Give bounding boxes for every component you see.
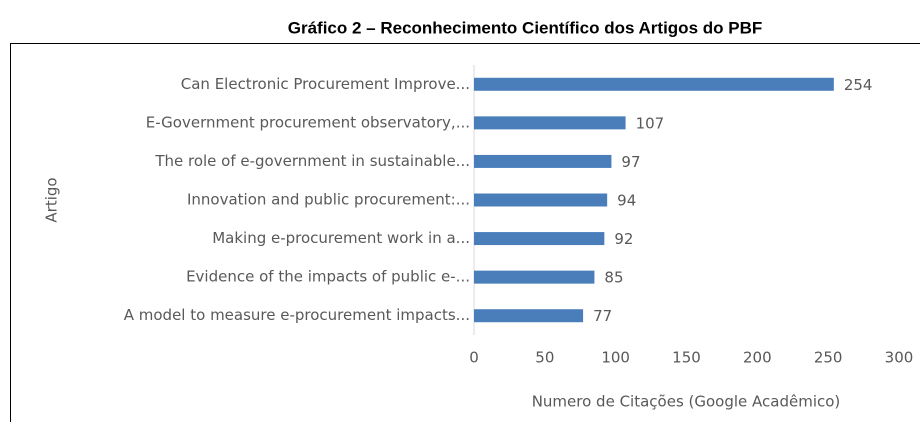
value-label: 107 <box>636 114 665 132</box>
bar <box>474 309 584 323</box>
y-tick-label: The role of e-government in sustainable.… <box>154 152 470 170</box>
bar <box>474 77 834 91</box>
chart-title: Gráfico 2 – Reconhecimento Científico do… <box>288 18 763 37</box>
value-label: 94 <box>617 192 636 210</box>
x-tick-label: 100 <box>601 349 630 367</box>
bar <box>474 270 595 284</box>
x-tick-label: 0 <box>469 349 479 367</box>
value-label: 77 <box>593 307 612 325</box>
y-tick-label: Innovation and public procurement:... <box>187 191 470 209</box>
x-tick-label: 300 <box>885 349 914 367</box>
bar <box>474 116 626 130</box>
x-tick-label: 150 <box>672 349 701 367</box>
x-tick-label: 250 <box>814 349 843 367</box>
x-axis-label: Numero de Citações (Google Acadêmico) <box>532 393 841 411</box>
y-axis-label: Artigo <box>43 177 61 222</box>
value-label: 97 <box>621 153 640 171</box>
bar <box>474 154 612 168</box>
y-tick-label: E-Government procurement observatory,... <box>146 113 470 131</box>
value-label: 92 <box>614 230 633 248</box>
x-tick-label: 200 <box>743 349 772 367</box>
bar <box>474 193 608 207</box>
bar <box>474 232 605 246</box>
value-label: 254 <box>844 76 873 94</box>
x-tick-label: 50 <box>535 349 554 367</box>
y-tick-label: A model to measure e-procurement impacts… <box>124 306 470 324</box>
y-tick-label: Making e-procurement work in a... <box>212 229 470 247</box>
y-tick-label: Evidence of the impacts of public e-... <box>186 268 470 286</box>
value-label: 85 <box>604 269 623 287</box>
y-tick-label: Can Electronic Procurement Improve... <box>181 75 470 93</box>
